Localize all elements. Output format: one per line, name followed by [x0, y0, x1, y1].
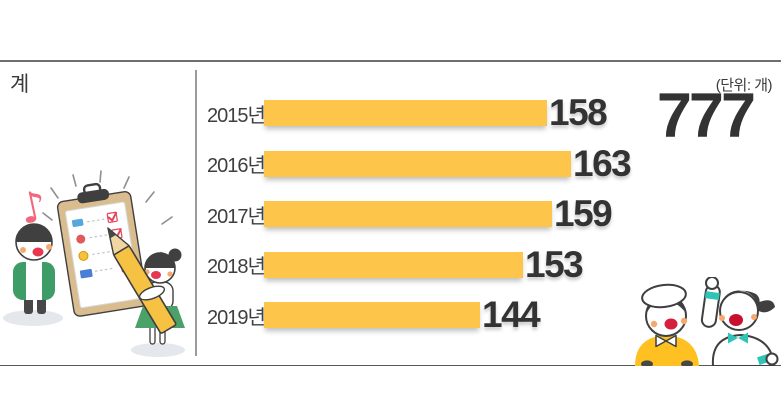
bar-value: 153	[525, 243, 584, 285]
bar	[264, 150, 571, 177]
cap	[641, 283, 687, 309]
bar-row-2017: 2017년 159	[196, 193, 613, 235]
bar-value: 144	[482, 294, 541, 336]
boy-with-backpack	[13, 223, 55, 314]
total-label: 계	[10, 73, 29, 96]
year-label: 2015년	[207, 104, 266, 127]
year-label: 2018년	[207, 256, 266, 279]
bar-row-2016: 2016년 163	[196, 142, 632, 184]
waving-kids-illustration	[635, 277, 779, 366]
hand	[641, 360, 653, 366]
bow	[738, 332, 748, 344]
year-label: 2017년	[207, 205, 266, 228]
total-value: 777	[656, 81, 756, 151]
bow	[728, 332, 738, 344]
vertical-divider	[195, 70, 197, 356]
bar	[264, 100, 547, 126]
bar	[264, 201, 552, 228]
hair	[145, 253, 175, 268]
bar-chart: 2015년 158 2016년 163 2017년 159 2018년 153 2019년 144	[196, 0, 781, 401]
unit-label: (단위: 개)	[715, 77, 773, 94]
mouth	[729, 314, 743, 326]
shadow	[3, 310, 63, 326]
bottom-rule	[0, 365, 781, 366]
bar-row-2018: 2018년 153	[196, 243, 584, 285]
year-label: 2016년	[207, 155, 266, 178]
hair-bun	[168, 248, 182, 262]
clipboard-checklist	[56, 182, 148, 317]
mouth	[151, 271, 161, 279]
bar	[264, 302, 480, 329]
hand	[765, 352, 779, 366]
boy-body	[635, 335, 699, 366]
top-rule	[0, 60, 781, 62]
mouth	[32, 247, 44, 257]
hair	[16, 224, 52, 242]
mouth	[664, 318, 678, 330]
bar-value: 163	[573, 142, 632, 184]
sparkle-lines	[42, 170, 173, 225]
bar-value: 158	[549, 92, 608, 133]
year-label: 2019년	[207, 306, 266, 329]
shadow	[131, 343, 185, 357]
hand	[705, 277, 719, 290]
hand	[681, 360, 693, 366]
pigtail	[757, 300, 775, 313]
left-illustration: ♪ ♪	[3, 170, 185, 357]
bar-row-2019: 2019년 144	[196, 294, 541, 336]
bar-value: 159	[554, 193, 613, 235]
girl-arm	[138, 285, 166, 301]
girl-waving	[700, 277, 779, 366]
bar	[264, 251, 523, 278]
boy-with-cap	[635, 283, 699, 366]
bar-row-2015: 2015년 158	[196, 92, 608, 133]
